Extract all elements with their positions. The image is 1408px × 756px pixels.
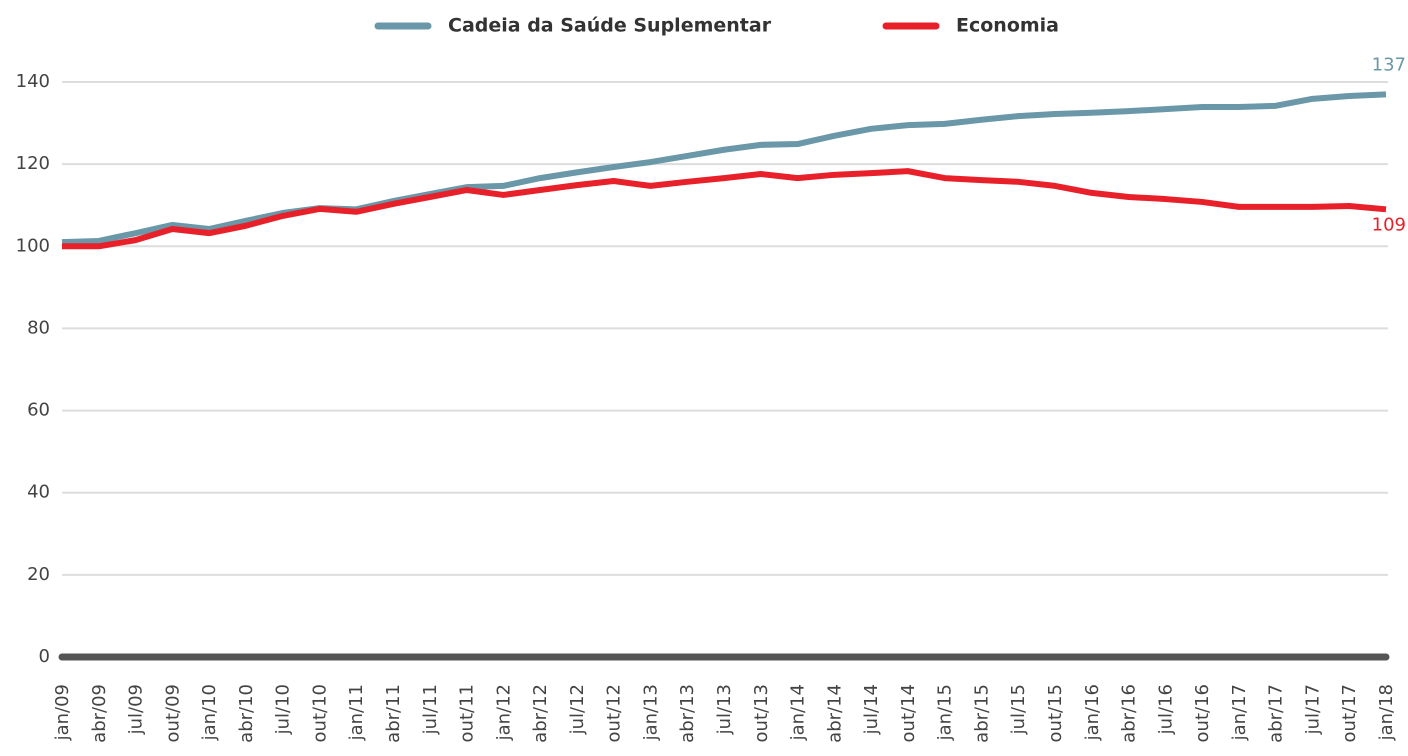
x-tick-label: out/11 — [457, 684, 478, 742]
x-tick-label: out/10 — [309, 684, 330, 742]
x-tick-label: out/15 — [1045, 684, 1066, 742]
x-tick-label: out/16 — [1192, 684, 1213, 742]
x-tick-label: out/09 — [162, 684, 183, 742]
x-tick-label: jan/17 — [1229, 684, 1250, 741]
x-tick-label: jan/12 — [493, 684, 514, 741]
series-line — [62, 168, 1387, 250]
y-tick-label: 40 — [27, 482, 50, 503]
x-tick-label: abr/13 — [677, 684, 698, 743]
x-tick-label: abr/14 — [824, 684, 845, 743]
x-tick-label: jul/10 — [273, 684, 294, 735]
x-tick-label: jul/13 — [714, 684, 735, 735]
x-tick-label: jan/18 — [1376, 684, 1397, 741]
x-tick-label: jul/09 — [126, 684, 147, 735]
x-tick-label: abr/15 — [971, 684, 992, 743]
legend-label: Economia — [956, 15, 1059, 37]
x-tick-label: abr/17 — [1266, 684, 1287, 743]
x-tick-label: abr/10 — [236, 684, 257, 743]
x-tick-label: jul/12 — [567, 684, 588, 735]
x-tick-label: abr/16 — [1119, 684, 1140, 743]
x-tick-label: jul/15 — [1008, 684, 1029, 735]
x-tick-label: abr/09 — [89, 684, 110, 743]
x-tick-label: jul/17 — [1302, 684, 1323, 735]
x-tick-label: jul/11 — [420, 684, 441, 735]
x-tick-label: out/17 — [1339, 684, 1360, 742]
end-value-label: 109 — [1372, 214, 1406, 235]
x-tick-label: jul/14 — [861, 684, 882, 735]
end-value-label: 137 — [1372, 54, 1406, 75]
y-tick-label: 100 — [16, 235, 50, 256]
x-tick-label: jan/13 — [640, 684, 661, 741]
x-tick-label: out/14 — [898, 684, 919, 742]
x-tick-label: jan/14 — [788, 684, 809, 741]
x-tick-label: jan/09 — [52, 684, 73, 741]
x-tick-label: jul/16 — [1155, 684, 1176, 735]
x-tick-label: out/12 — [604, 684, 625, 742]
y-tick-label: 20 — [27, 564, 50, 585]
x-tick-label: abr/12 — [530, 684, 551, 743]
x-tick-label: out/13 — [751, 684, 772, 742]
y-tick-label: 80 — [27, 317, 50, 338]
x-tick-label: abr/11 — [383, 684, 404, 743]
x-tick-label: jan/15 — [935, 684, 956, 741]
x-tick-label: jan/10 — [199, 684, 220, 741]
y-tick-label: 0 — [39, 646, 50, 667]
legend-label: Cadeia da Saúde Suplementar — [448, 15, 772, 37]
y-tick-label: 140 — [16, 71, 50, 92]
x-tick-label: jan/11 — [346, 684, 367, 741]
y-tick-label: 60 — [27, 400, 50, 421]
x-tick-label: jan/16 — [1082, 684, 1103, 741]
y-tick-label: 120 — [16, 153, 50, 174]
